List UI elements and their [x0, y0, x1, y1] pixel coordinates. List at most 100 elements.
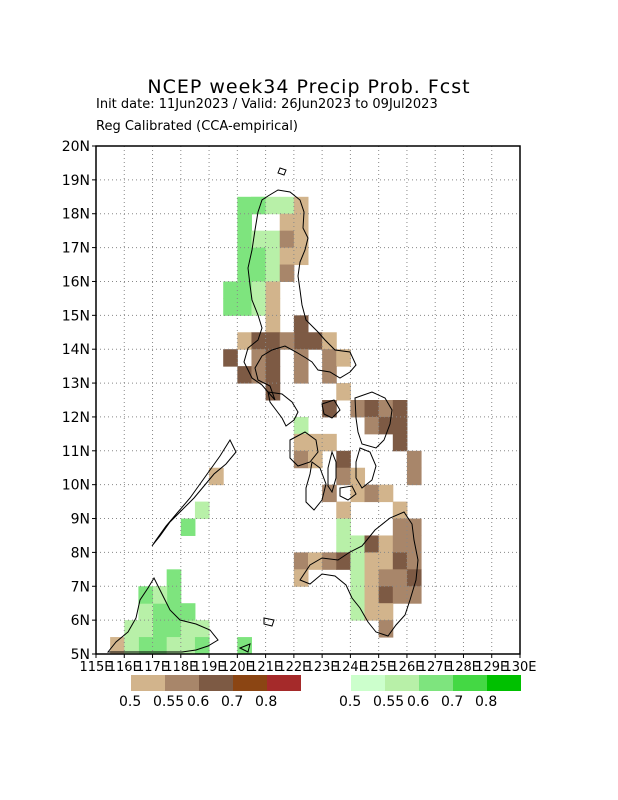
probability-cell — [166, 586, 182, 604]
coastline-mindoro — [267, 391, 299, 427]
axis-ticks: 5N 6N 7N 8N 9N 10N 11N 12N 13N 14N 15N 16N 17N 18N 19N… — [62, 139, 537, 675]
coastline-mindanao — [299, 511, 419, 637]
probability-cell — [392, 416, 408, 435]
probability-cell — [364, 586, 380, 604]
probability-cell — [378, 552, 394, 570]
probability-cell — [336, 518, 351, 536]
probability-cell — [251, 264, 267, 282]
probability-cell — [350, 400, 366, 418]
probability-cell — [336, 535, 351, 553]
probability-cell — [406, 467, 422, 486]
coastline-cebu — [327, 450, 337, 494]
lon-tick-label: 122E — [277, 660, 310, 675]
probability-cell — [152, 637, 168, 655]
probability-cell — [279, 332, 295, 350]
probability-cell — [364, 484, 380, 503]
lon-tick-label: 123E — [306, 660, 339, 675]
probability-cell — [378, 603, 394, 621]
legend-swatch — [453, 675, 487, 691]
coastline-borneo — [106, 576, 219, 653]
probability-cell — [166, 620, 182, 638]
probability-cell — [406, 535, 422, 553]
probability-cell — [152, 586, 168, 604]
probability-cell — [364, 416, 380, 435]
probability-cell — [293, 332, 309, 350]
lat-tick-label: 9N — [71, 512, 90, 528]
probability-cell — [237, 332, 252, 350]
probability-cell — [265, 298, 281, 316]
probability-cell — [237, 247, 252, 266]
map-subtitle-dates: Init date: 11Jun2023 / Valid: 26Jun2023 … — [96, 97, 438, 112]
probability-cell — [180, 603, 196, 621]
probability-cell — [194, 637, 210, 655]
legend-label: 0.8 — [475, 694, 498, 710]
probability-cell — [336, 501, 351, 520]
lat-tick-label: 15N — [62, 308, 90, 324]
probability-cell — [322, 332, 337, 350]
probability-cell — [364, 552, 380, 570]
coastline-palawan — [151, 438, 237, 547]
lon-tick-label: 118E — [164, 660, 197, 675]
coastline-leyte — [355, 447, 377, 489]
legend-label: 0.6 — [187, 694, 210, 710]
probability-cell — [279, 196, 295, 215]
probability-cell — [336, 349, 351, 367]
probability-cell — [378, 569, 394, 587]
probability-cell — [265, 349, 281, 367]
probability-cell — [293, 213, 309, 232]
probability-cell — [251, 298, 267, 316]
probability-cell — [378, 535, 394, 553]
probability-cell — [279, 230, 295, 249]
probability-cell — [279, 247, 295, 266]
legend-above-normal — [351, 675, 521, 691]
lat-tick-label: 8N — [71, 545, 90, 561]
legend-swatch — [351, 675, 385, 691]
probability-cell — [336, 552, 351, 570]
probability-cell — [265, 230, 281, 249]
lon-tick-label: 119E — [193, 660, 226, 675]
probability-cell — [279, 213, 295, 232]
lon-tick-label: 130E — [503, 660, 536, 675]
legend-label: 0.8 — [255, 694, 278, 710]
probability-cell — [322, 349, 337, 367]
probability-cell — [293, 247, 309, 266]
probability-cell — [392, 400, 408, 418]
probability-cell — [364, 603, 380, 621]
probability-cell — [251, 349, 267, 367]
probability-cell — [308, 433, 323, 452]
probability-cell — [265, 366, 281, 384]
probability-cell — [336, 450, 351, 469]
probability-cell — [265, 247, 281, 266]
probability-cell — [265, 196, 281, 215]
probability-cell — [223, 281, 238, 299]
probability-cell — [293, 349, 309, 367]
map-subtitle-method: Reg Calibrated (CCA-empirical) — [96, 119, 298, 134]
legend-label: 0.7 — [221, 694, 244, 710]
probability-cell — [392, 552, 408, 570]
lat-tick-label: 16N — [62, 274, 90, 290]
probability-cell — [237, 366, 252, 384]
legend-below-normal — [131, 675, 301, 691]
probability-cell — [265, 264, 281, 282]
probability-cell — [350, 535, 366, 553]
legend-swatch — [233, 675, 267, 691]
probability-cell — [237, 213, 252, 232]
lon-tick-label: 125E — [362, 660, 395, 675]
lat-tick-label: 18N — [62, 207, 90, 223]
probability-cell — [138, 620, 154, 638]
legend-label: 0.7 — [441, 694, 464, 710]
coastline-island — [263, 617, 275, 627]
probability-cell — [237, 230, 252, 249]
map-title: NCEP week34 Precip Prob. Fcst — [147, 76, 471, 98]
probability-cell — [194, 620, 210, 638]
legend-label: 0.55 — [153, 694, 185, 710]
probability-cell — [406, 552, 422, 570]
probability-cell — [308, 552, 323, 570]
probability-cell — [322, 366, 337, 384]
probability-cell — [223, 349, 238, 367]
lon-tick-label: 124E — [334, 660, 367, 675]
probability-cell — [237, 298, 252, 316]
probability-cell — [138, 586, 154, 604]
lon-tick-label: 116E — [108, 660, 141, 675]
coastline-samar — [354, 391, 393, 449]
